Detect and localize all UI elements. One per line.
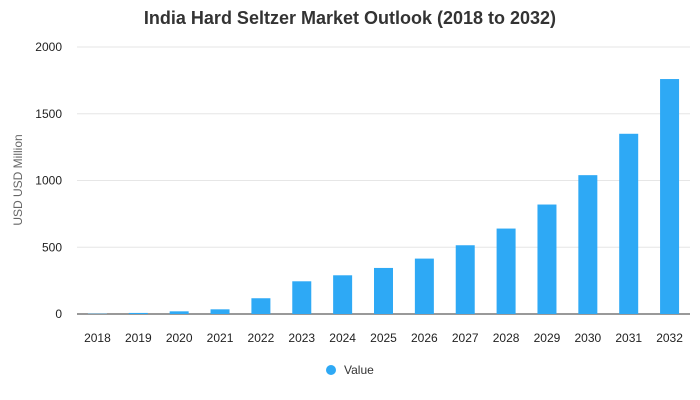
bar-2025[interactable]	[374, 267, 393, 314]
bar-2032[interactable]	[660, 79, 680, 314]
bar-2022[interactable]	[251, 298, 271, 314]
bar-2023[interactable]	[292, 281, 312, 314]
legend-label-value: Value	[344, 363, 374, 377]
bar-2020[interactable]	[169, 311, 189, 314]
y-tick-label: 0	[55, 307, 62, 321]
x-tick-label: 2023	[288, 331, 315, 345]
x-tick-label: 2021	[207, 331, 234, 345]
x-tick-label: 2019	[125, 331, 152, 345]
y-tick-label: 500	[42, 240, 62, 254]
x-tick-label: 2029	[534, 331, 561, 345]
x-tick-label: 2024	[329, 331, 356, 345]
x-tick-label: 2026	[411, 331, 438, 345]
x-tick-label: 2030	[574, 331, 601, 345]
legend-swatch	[326, 365, 336, 375]
x-tick-label: 2018	[84, 331, 111, 345]
legend[interactable]: Value	[326, 363, 374, 377]
x-tick-label: 2020	[166, 331, 193, 345]
bars	[87, 79, 680, 314]
y-tick-labels: 0 500 1000 1500 2000	[35, 40, 62, 321]
x-tick-label: 2027	[452, 331, 479, 345]
x-tick-label: 2032	[656, 331, 683, 345]
x-tick-label: 2028	[493, 331, 520, 345]
bar-2021[interactable]	[210, 309, 230, 314]
bar-2024[interactable]	[333, 275, 353, 314]
x-tick-label: 2031	[615, 331, 642, 345]
bar-2030[interactable]	[578, 175, 598, 314]
bar-2027[interactable]	[455, 245, 475, 314]
x-tick-labels: 2018 2019 2020 2021 2022 2023 2024 2025 2026 2027…	[84, 331, 683, 345]
bar-2026[interactable]	[414, 258, 434, 314]
bar-2029[interactable]	[537, 204, 557, 314]
x-tick-label: 2025	[370, 331, 397, 345]
chart-title: India Hard Seltzer Market Outlook (2018 …	[143, 8, 557, 28]
bar-2031[interactable]	[619, 133, 639, 314]
x-tick-label: 2022	[248, 331, 275, 345]
bar-2028[interactable]	[496, 228, 516, 314]
y-tick-label: 1000	[35, 174, 62, 188]
y-tick-label: 2000	[35, 40, 62, 54]
bar-2019[interactable]	[128, 312, 148, 314]
y-tick-label: 1500	[35, 107, 62, 121]
y-axis-label: USD USD Million	[11, 134, 25, 225]
